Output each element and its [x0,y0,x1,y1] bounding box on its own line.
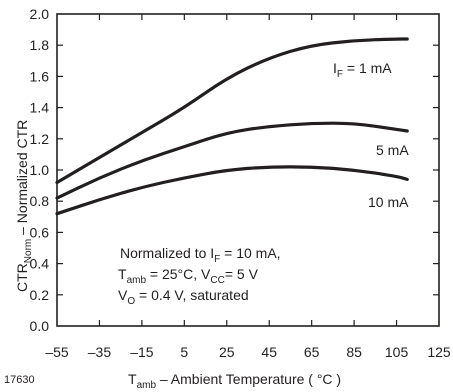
series-line-1 [55,37,409,185]
x-tick-label: 65 [304,344,320,360]
series-label-3: 10 mA [368,194,409,210]
x-tick-label: 125 [427,344,451,360]
x-tick-label: 105 [385,344,409,360]
x-axis: –55 –35 –15 5 25 45 65 85 105 125 [45,14,451,360]
x-tick-label: 25 [219,344,235,360]
normalization-note: Normalized to IF = 10 mA, Tamb = 25°C, V… [112,236,348,308]
svg-text:Tamb = 25°C, VCC= 5 V: Tamb = 25°C, VCC= 5 V [118,266,259,286]
series-label-2: 5 mA [376,142,409,158]
y-tick-label: 2.0 [30,6,50,22]
y-tick-label: 0.8 [30,193,50,209]
series-label-1: IF = 1 mA [333,60,392,80]
y-tick-label: 0.6 [30,224,50,240]
x-tick-label: 85 [346,344,362,360]
y-tick-label: 1.8 [30,37,50,53]
y-tick-label: 0.4 [30,256,50,272]
svg-text:VO = 0.4 V, saturated: VO = 0.4 V, saturated [118,287,249,307]
y-tick-label: 1.6 [30,68,50,84]
series-lines [55,37,409,216]
x-tick-label: –35 [88,344,112,360]
y-axis: 0.0 0.2 0.4 0.6 0.8 1.0 1.2 1.4 1.6 1.8 2.0 [30,6,439,334]
x-tick-label: 5 [180,344,188,360]
y-tick-label: 1.2 [30,131,50,147]
series-label-bg-1 [331,54,426,78]
x-tick-label: 45 [261,344,277,360]
y-tick-label: 1.0 [30,162,50,178]
y-tick-label: 0.0 [30,318,50,334]
series-line-3 [55,165,409,216]
x-axis-title: Tamb – Ambient Temperature ( °C ) [128,371,341,391]
y-axis-title: CTRNorm – Normalized CTR [14,120,34,292]
series-line-2 [55,121,409,200]
y-tick-label: 1.4 [30,100,50,116]
figure-id: 17630 [4,374,35,386]
x-tick-label: –55 [45,344,69,360]
svg-text:Normalized to IF = 10 mA,: Normalized to IF = 10 mA, [120,245,281,265]
y-tick-label: 0.2 [30,287,50,303]
x-tick-label: –15 [130,344,154,360]
